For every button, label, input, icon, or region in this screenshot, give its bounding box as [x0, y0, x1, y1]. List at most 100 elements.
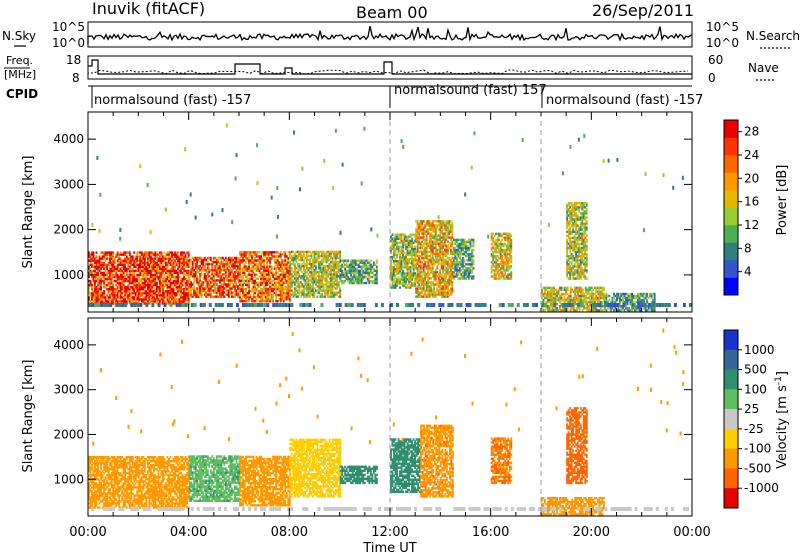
power-cell	[462, 240, 464, 244]
power-cell	[266, 289, 269, 293]
power-cell	[160, 263, 163, 266]
power-cell	[312, 281, 314, 284]
power-cell	[445, 281, 448, 284]
power-cell	[433, 230, 436, 233]
power-cell	[409, 274, 412, 277]
station-title: Inuvik (fitACF)	[92, 0, 205, 18]
power-cell	[162, 279, 164, 283]
power-cell	[431, 269, 434, 272]
power-cell	[322, 275, 325, 278]
power-cell	[394, 280, 397, 283]
power-cell	[130, 296, 133, 299]
power-cell	[255, 283, 258, 287]
power-cell	[440, 295, 443, 298]
power-cell	[408, 266, 410, 269]
power-cell	[246, 281, 249, 285]
power-cell	[159, 263, 161, 266]
power-cell	[209, 281, 212, 284]
power-cell	[177, 292, 179, 295]
power-cell	[331, 285, 334, 288]
power-cell	[124, 263, 127, 266]
power-cell	[287, 257, 290, 260]
power-cell	[186, 261, 189, 264]
power-cell	[416, 220, 419, 223]
power-cell	[188, 293, 191, 296]
power-cell	[439, 242, 442, 245]
power-cell	[146, 273, 149, 277]
power-cell	[296, 285, 299, 288]
power-cell	[362, 275, 365, 279]
power-cell	[168, 251, 170, 254]
power-cell	[130, 255, 133, 258]
power-cell	[281, 253, 284, 256]
power-cell	[415, 252, 418, 256]
power-cell	[307, 258, 310, 262]
power-cell	[156, 255, 158, 258]
power-cell	[264, 283, 267, 287]
power-cell	[235, 256, 238, 260]
power-cell	[149, 275, 152, 279]
power-cell	[459, 269, 461, 272]
power-cell	[337, 267, 340, 270]
power-cell	[288, 289, 291, 293]
power-cell	[278, 269, 281, 272]
power-cell	[296, 264, 299, 268]
power-cell	[448, 283, 451, 286]
power-cell	[154, 279, 157, 283]
power-cell	[285, 261, 288, 264]
power-cell	[255, 261, 258, 264]
power-cell	[330, 287, 332, 290]
power-cell	[504, 263, 507, 266]
power-cell	[197, 277, 200, 280]
nave-tick-bottom: 0	[708, 71, 716, 85]
power-cell	[284, 267, 287, 270]
power-cell	[566, 309, 569, 312]
power-cell	[363, 261, 366, 264]
power-cell	[442, 285, 445, 288]
power-cell	[416, 275, 419, 278]
power-cell	[394, 274, 397, 277]
power-cell	[249, 253, 252, 256]
power-cell	[157, 294, 160, 297]
power-cell	[492, 232, 495, 235]
nsky-tick-bottom: 10^0	[52, 36, 85, 50]
power-cell	[246, 279, 249, 282]
power-cell	[421, 228, 424, 231]
power-cell	[325, 289, 328, 292]
power-cell	[121, 300, 124, 303]
power-cell	[242, 253, 244, 256]
power-cell	[322, 295, 325, 298]
power-cell	[249, 255, 252, 258]
power-cell	[112, 292, 115, 295]
power-cell	[547, 300, 549, 304]
power-cell	[183, 263, 185, 266]
power-cell	[325, 271, 328, 274]
power-cell	[293, 256, 296, 260]
power-cell	[431, 234, 434, 237]
power-cell	[169, 263, 172, 266]
power-cell	[296, 295, 299, 298]
power-cell	[249, 293, 252, 297]
power-cell	[414, 280, 417, 283]
power-cell	[235, 293, 238, 296]
power-cell	[462, 271, 464, 274]
power-cell	[430, 267, 433, 270]
power-cell	[559, 294, 561, 298]
power-cell	[151, 300, 154, 303]
power-cell	[445, 254, 448, 258]
power-cell	[261, 279, 264, 282]
power-cell	[279, 267, 282, 270]
power-cell	[261, 261, 264, 264]
power-cell	[334, 262, 337, 266]
power-cell	[351, 271, 354, 275]
power-cell	[200, 293, 203, 296]
power-cell	[390, 286, 392, 289]
power-cell	[544, 296, 546, 300]
power-cell	[305, 258, 308, 262]
power-cell	[443, 279, 446, 282]
power-cell	[264, 279, 267, 282]
power-cell	[136, 263, 139, 266]
power-cell	[350, 277, 353, 281]
power-cell	[218, 271, 221, 274]
power-cell	[412, 257, 415, 261]
